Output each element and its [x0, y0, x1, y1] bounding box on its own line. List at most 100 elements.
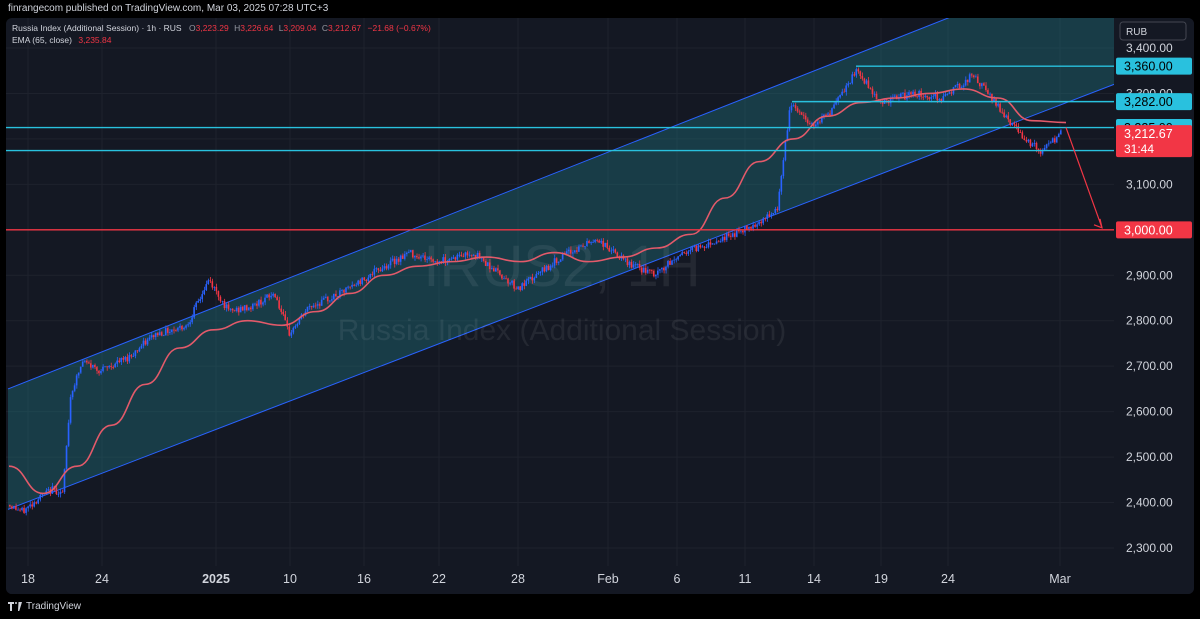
chart-area[interactable]: IRUS2, 1H Russia Index (Additional Sessio… — [6, 18, 1194, 594]
candle-body — [687, 251, 689, 254]
price-chart[interactable]: IRUS2, 1H Russia Index (Additional Sessio… — [6, 18, 1194, 594]
candle — [650, 269, 653, 274]
candle — [582, 243, 584, 248]
candle-body — [98, 370, 100, 374]
candle-body — [628, 261, 631, 266]
candle-body — [146, 339, 149, 345]
candle-body — [94, 364, 96, 368]
candle-body — [476, 252, 479, 258]
candle-body — [1019, 132, 1022, 133]
candle — [73, 383, 76, 393]
candle-body — [855, 69, 858, 76]
candle — [1027, 138, 1030, 143]
candle-body — [930, 97, 932, 99]
candle-body — [166, 328, 169, 333]
candle — [543, 265, 546, 273]
candle-body — [468, 254, 471, 256]
candle-body — [509, 282, 511, 284]
candle-body — [466, 252, 469, 256]
candle-body — [462, 256, 465, 258]
candle-body — [108, 366, 110, 368]
candle-body — [365, 279, 368, 281]
candle — [614, 248, 617, 254]
candle — [802, 111, 805, 120]
candle-body — [187, 324, 189, 326]
candle — [778, 188, 781, 212]
candle — [296, 322, 299, 328]
candle-body — [557, 261, 560, 263]
price-tick-label: 3,100.00 — [1126, 177, 1173, 191]
candle-body — [470, 254, 473, 256]
candle-body — [960, 87, 963, 89]
candle — [452, 254, 455, 259]
candle-body — [632, 264, 635, 268]
candle-body — [788, 110, 791, 131]
candle — [503, 275, 505, 280]
candle — [411, 249, 414, 259]
candle — [219, 295, 222, 303]
candle — [324, 293, 327, 299]
publisher-caption: finrangecom published on TradingView.com… — [8, 3, 329, 14]
candle-body — [691, 246, 694, 251]
candle-body — [999, 103, 1001, 112]
candle-body — [330, 299, 333, 301]
candle-body — [709, 242, 712, 245]
candle-body — [1017, 126, 1020, 133]
candle-body — [201, 294, 203, 300]
candle — [292, 326, 295, 335]
candle-body — [347, 286, 349, 288]
candle-body — [875, 93, 878, 100]
candle — [966, 79, 969, 86]
candle-body — [535, 274, 538, 278]
candle-body — [1029, 139, 1032, 147]
candle-body — [529, 277, 532, 279]
candle-body — [171, 329, 173, 332]
candle-body — [527, 278, 530, 281]
candle — [652, 269, 655, 278]
candle-body — [90, 363, 92, 368]
candle-body — [306, 306, 309, 312]
candle-body — [312, 305, 315, 308]
candle-body — [9, 504, 11, 507]
candle — [1007, 111, 1009, 123]
candle — [567, 246, 570, 255]
candle — [934, 90, 937, 99]
candle-body — [764, 218, 766, 220]
candle-body — [646, 269, 649, 273]
candle-body — [511, 280, 513, 283]
candle-body — [13, 505, 15, 509]
candle-body — [23, 507, 25, 513]
candle — [379, 267, 382, 272]
candle — [1039, 148, 1042, 157]
candle-body — [792, 105, 795, 107]
candle-body — [908, 92, 910, 96]
candle-body — [385, 266, 388, 269]
candle — [505, 275, 507, 280]
candle-body — [614, 249, 617, 253]
candle — [831, 107, 833, 117]
candle — [227, 301, 230, 312]
candle-body — [772, 212, 775, 215]
candle-body — [1059, 130, 1062, 135]
candle-body — [938, 99, 941, 101]
candle-body — [158, 332, 161, 336]
candle — [754, 223, 756, 228]
candle — [274, 293, 276, 298]
candle — [624, 258, 627, 263]
candle — [199, 296, 201, 304]
candle-body — [746, 225, 748, 230]
candle — [707, 238, 710, 249]
candle-body — [515, 288, 517, 290]
candle-body — [326, 296, 329, 302]
legend-symbol-row: Russia Index (Additional Session) · 1h ·… — [12, 23, 431, 33]
candle — [416, 253, 418, 260]
candle-body — [351, 284, 353, 287]
candle-body — [361, 277, 363, 284]
candle-body — [349, 286, 351, 288]
candle-body — [549, 266, 552, 271]
candle-body — [699, 245, 702, 248]
candle-body — [79, 366, 82, 373]
candle-body — [130, 355, 133, 357]
candle — [146, 337, 149, 346]
candle — [185, 324, 187, 330]
